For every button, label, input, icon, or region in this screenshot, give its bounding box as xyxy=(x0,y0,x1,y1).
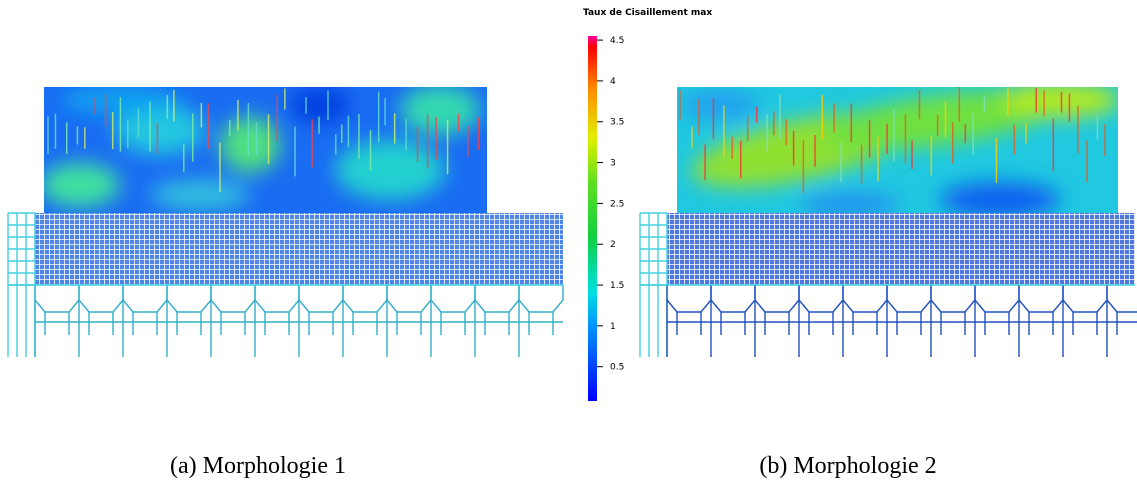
colorbar-tick-label: 2.5 xyxy=(610,199,624,209)
colorbar-tick-label: 1 xyxy=(610,322,616,332)
colorbar-tick-label: 0.5 xyxy=(610,363,624,373)
mesh-cell xyxy=(210,285,256,357)
mesh-cell xyxy=(710,285,756,357)
mesh-cell xyxy=(754,285,800,357)
mesh-cell xyxy=(430,285,476,357)
mesh-cell xyxy=(1018,285,1064,357)
caption: (b) Morphologie 2 xyxy=(759,453,936,479)
mesh-cell xyxy=(254,285,300,357)
colorbar-tick-label: 4 xyxy=(610,77,616,87)
panel-b-mesh xyxy=(639,212,1137,357)
colorbar-tick-label: 3.5 xyxy=(610,118,624,128)
mesh-cell xyxy=(974,285,1020,357)
mesh-cell xyxy=(78,285,124,357)
caption: (a) Morphologie 1 xyxy=(170,453,346,479)
mesh-cell xyxy=(1106,285,1137,357)
colorbar-tick-label: 1.5 xyxy=(610,281,624,291)
colorbar xyxy=(588,36,597,401)
mesh-cell xyxy=(34,285,80,357)
mesh-cell xyxy=(166,285,212,357)
mesh-cell xyxy=(474,285,520,357)
mesh-cell xyxy=(1062,285,1108,357)
mesh-cell xyxy=(666,285,712,357)
mesh-cell xyxy=(930,285,976,357)
mesh-cell xyxy=(342,285,388,357)
mesh-cell xyxy=(842,285,888,357)
panel-b-field xyxy=(677,87,1118,213)
colorbar-tick-label: 2 xyxy=(610,240,616,250)
mesh-cell xyxy=(298,285,344,357)
mesh-cell xyxy=(798,285,844,357)
mesh-cell xyxy=(886,285,932,357)
mesh-cell xyxy=(518,285,564,357)
panel-a-field xyxy=(44,87,487,213)
colorbar-tick-label: 3 xyxy=(610,159,616,169)
panel-a-mesh xyxy=(7,212,564,357)
mesh-cell xyxy=(122,285,168,357)
colorbar-tick-label: 4.5 xyxy=(610,36,624,46)
mesh-cell xyxy=(386,285,432,357)
colorbar-title: Taux de Cisaillement max xyxy=(583,8,712,18)
